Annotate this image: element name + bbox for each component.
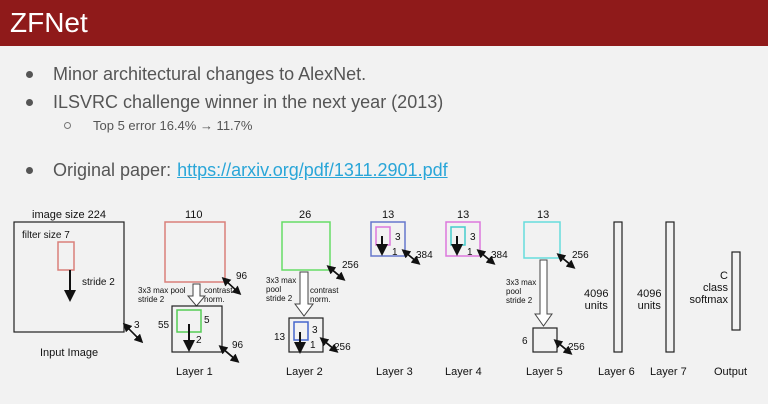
layer1-pool-box: [171, 305, 223, 353]
layer1-kernel-label: 5: [204, 315, 210, 326]
layer1-depth-label: 96: [236, 271, 248, 282]
layer5-conv-box: [523, 221, 561, 259]
paper-link[interactable]: https://arxiv.org/pdf/1311.2901.pdf: [177, 160, 448, 180]
layer1-pool-arrow-icon: [186, 283, 207, 307]
bullet-item: Minor architectural changes to AlexNet.: [26, 64, 366, 85]
layer2-pool-box: [288, 317, 324, 353]
input-filter-size-label: filter size 7: [22, 230, 70, 241]
layer2-size-label: 26: [299, 209, 312, 221]
layer2-depth-label: 256: [342, 260, 359, 271]
slide-title: ZFNet: [10, 7, 88, 38]
layer1-caption: Layer 1: [176, 366, 213, 378]
input-caption: Input Image: [40, 347, 99, 359]
layer4-conv-box: [445, 221, 481, 257]
layer5-pool-size-label: 6: [522, 336, 528, 347]
layer3-kernel-label: 3: [395, 232, 401, 243]
bullet-dot-icon: [26, 99, 33, 106]
input-stride-label: stride 2: [82, 277, 115, 288]
layer2-norm-label: contrast norm.: [310, 286, 339, 304]
output-caption: Output: [714, 366, 748, 378]
layer5-pool-label: 3x3 max pool stride 2: [506, 278, 537, 305]
layer1-size-label: 110: [185, 209, 203, 221]
bullet-dot-icon: [26, 71, 33, 78]
layer3-depth-label: 384: [416, 250, 433, 261]
layer1-depth-arrow-back-icon: [221, 276, 239, 293]
layer5-depth2-arrow-back-icon: [553, 339, 570, 353]
layer7-caption: Layer 7: [650, 366, 687, 378]
layer2-conv-box: [281, 221, 331, 271]
layer2-kernel-label: 3: [312, 325, 318, 336]
layer5-pool-box: [532, 327, 558, 353]
layer1-depth2-label: 96: [232, 340, 244, 351]
layer1-pool-size-label: 55: [158, 320, 170, 331]
bullet-item: ILSVRC challenge winner in the next year…: [26, 92, 443, 113]
input-image-size-label: image size 224: [32, 209, 106, 221]
layer3-caption: Layer 3: [376, 366, 413, 378]
bullet-dot-icon: [26, 167, 33, 174]
bullet-list: Minor architectural changes to AlexNet. …: [0, 0, 768, 200]
zfnet-architecture-diagram: image size 224 filter size 7 stride 2 3 …: [0, 200, 768, 404]
layer2-pool-size-label: 13: [274, 332, 286, 343]
layer2-depth-arrow-back-icon: [326, 265, 343, 279]
input-filter-box: [57, 241, 75, 271]
layer3-conv-box: [370, 221, 406, 257]
layer1-conv-box: [164, 221, 226, 283]
sub-bullet-text: Top 5 error 16.4% → 11.7%: [93, 118, 253, 133]
layer6-units-label: 4096 units: [584, 288, 609, 312]
layer5-depth-label: 256: [572, 250, 589, 261]
bullet-text: Original paper:: [53, 160, 172, 180]
layer2-pool-label: 3x3 max pool stride 2: [266, 276, 297, 303]
layer2-stride-label: 1: [310, 340, 316, 351]
layer7-units-label: 4096 units: [637, 288, 662, 312]
layer2-depth2-arrow-back-icon: [319, 337, 336, 351]
layer1-depth2-arrow-back-icon: [218, 345, 237, 361]
layer1-stride-label: 2: [196, 335, 202, 346]
bullet-text: ILSVRC challenge winner in the next year…: [53, 92, 444, 112]
layer4-kernel-label: 3: [470, 232, 476, 243]
sub-bullet-item: Top 5 error 16.4% → 11.7%: [64, 118, 252, 133]
sub-bullet-circle-icon: [64, 122, 71, 129]
layer3-stride-label: 1: [392, 247, 398, 258]
layer1-pool-label: 3x3 max pool stride 2: [138, 286, 186, 304]
layer4-depth-label: 384: [491, 250, 508, 261]
layer5-pool-arrow-icon: [534, 259, 553, 327]
layer6-caption: Layer 6: [598, 366, 635, 378]
layer5-size-label: 13: [537, 209, 550, 221]
layer5-caption: Layer 5: [526, 366, 563, 378]
bullet-item: Original paper: https://arxiv.org/pdf/13…: [26, 160, 448, 181]
layer4-caption: Layer 4: [445, 366, 482, 378]
input-image-box: [13, 221, 125, 333]
bullet-text: Minor architectural changes to AlexNet.: [53, 64, 367, 84]
layer1-norm-label: contrast norm.: [204, 286, 233, 304]
layer4-size-label: 13: [457, 209, 470, 221]
layer7-fc-bar: [665, 221, 675, 353]
layer6-fc-bar: [613, 221, 623, 353]
layer5-depth-arrow-back-icon: [556, 253, 573, 267]
output-softmax-label: C class softmax: [689, 270, 728, 306]
layer4-depth-arrow-back-icon: [476, 249, 493, 263]
layer3-depth-arrow-back-icon: [401, 249, 418, 263]
layer3-size-label: 13: [382, 209, 395, 221]
layer4-stride-label: 1: [467, 247, 473, 258]
output-softmax-bar: [731, 251, 741, 331]
layer2-caption: Layer 2: [286, 366, 323, 378]
slide-header: ZFNet: [0, 0, 768, 46]
layer2-depth2-label: 256: [334, 342, 351, 353]
layer5-depth2-label: 256: [568, 342, 585, 353]
diagram-svg: [13, 221, 741, 363]
input-depth-label: 3: [134, 320, 140, 331]
input-depth-arrow-back-icon: [122, 322, 141, 341]
layer2-pool-arrow-icon: [294, 271, 314, 317]
